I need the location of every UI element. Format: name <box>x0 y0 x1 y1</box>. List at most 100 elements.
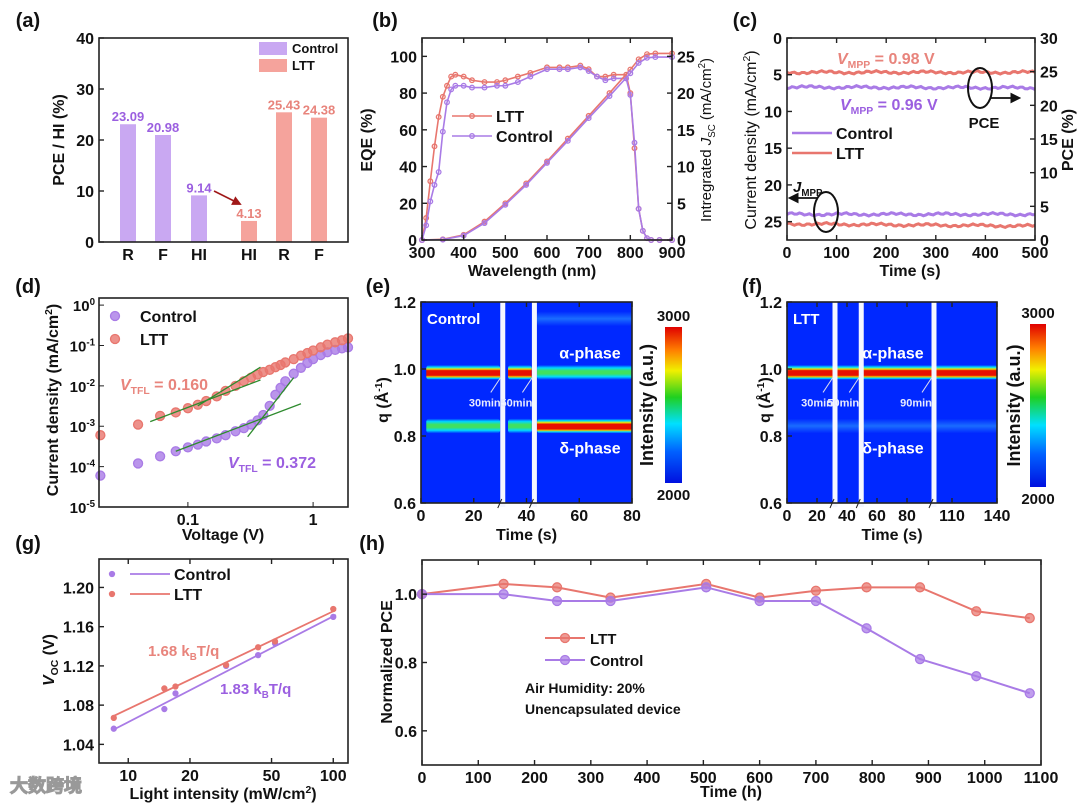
data-point <box>577 64 584 71</box>
series-line-ltt <box>421 582 1030 620</box>
y-axis-label: Current density (mA/cm2) <box>742 50 760 229</box>
y-tick-label: 0.6 <box>394 496 416 513</box>
y-right-tick-label: 15 <box>677 123 695 140</box>
x-tick-label: R <box>122 247 134 264</box>
legend-swatch-control <box>259 42 287 55</box>
slope-ltt-label: 1.68 kBT/q <box>148 643 219 663</box>
legend-swatch-ltt <box>259 59 287 72</box>
y-tick-label: 1.2 <box>394 295 416 312</box>
plot-frame <box>98 297 349 508</box>
y-tick-label: 15 <box>764 141 782 158</box>
heatmap-band <box>537 311 632 327</box>
x-tick-label: 20 <box>181 768 199 785</box>
data-point <box>110 714 117 722</box>
pce-annotation: PCE <box>969 115 1000 132</box>
panel-label: (a) <box>16 10 40 32</box>
data-point <box>498 589 509 600</box>
data-point <box>914 653 926 665</box>
bar-control <box>191 195 207 242</box>
data-point <box>439 93 446 100</box>
heatmap-band <box>426 418 501 434</box>
legend-label: Control <box>836 126 893 143</box>
data-point <box>551 595 563 607</box>
data-point <box>435 169 442 176</box>
legend-marker <box>469 113 475 119</box>
x-tick-label: 500 <box>1022 245 1049 262</box>
data-point <box>523 181 530 188</box>
data-point <box>264 400 275 411</box>
data-point <box>585 68 592 75</box>
y-tick-label: 10 <box>76 184 94 201</box>
series-line-ltt-pce <box>786 69 1036 76</box>
data-point <box>502 82 509 89</box>
heatmap-band <box>537 364 632 380</box>
data-point <box>810 585 822 596</box>
data-point <box>469 77 475 84</box>
device-annotation: Unencapsulated device <box>525 701 681 717</box>
y-tick-label: 1.0 <box>395 587 417 604</box>
x-tick-label: 60 <box>868 508 886 525</box>
heatmap-background <box>421 302 632 503</box>
watermark: 大数跨境 <box>10 775 82 796</box>
delta-phase-label: δ-phase <box>862 441 923 458</box>
heatmap-band <box>836 418 860 434</box>
data-point <box>502 201 509 208</box>
delta-phase-label: δ-phase <box>559 441 620 458</box>
x-axis-label: Voltage (V) <box>182 527 264 544</box>
x-tick-label: 600 <box>534 245 561 262</box>
x-tick-label: 400 <box>634 770 661 787</box>
ellipse-marker <box>813 191 839 233</box>
data-point <box>564 137 571 144</box>
break-time-label: 50min <box>827 398 859 410</box>
x-tick-label: 1100 <box>1024 770 1059 787</box>
x-tick-label: 200 <box>873 245 900 262</box>
colorbar-min-label: 2000 <box>657 487 690 504</box>
x-tick-label: 900 <box>659 245 686 262</box>
data-point <box>427 178 434 185</box>
plot-frame <box>98 558 349 764</box>
x-tick-label: 140 <box>984 508 1011 525</box>
legend-label: Control <box>590 653 643 670</box>
data-point <box>551 582 563 593</box>
x-tick-label: 0 <box>783 245 792 262</box>
heatmap-band <box>508 364 532 380</box>
y-right-tick-label: 15 <box>1040 132 1058 149</box>
x-tick-label: HI <box>191 247 207 264</box>
x-tick-label: 20 <box>465 508 483 525</box>
data-point <box>460 82 467 89</box>
x-axis-label: Time (s) <box>496 527 557 544</box>
data-point <box>423 222 430 229</box>
data-point <box>644 54 650 61</box>
data-point <box>623 75 630 82</box>
y-tick-label: 0.8 <box>395 656 417 673</box>
data-point <box>427 198 434 205</box>
data-point <box>971 606 982 617</box>
data-point <box>498 578 509 590</box>
break-time-label: 30min <box>801 398 833 410</box>
data-point <box>644 51 650 58</box>
data-point <box>161 705 168 713</box>
data-point <box>494 79 500 86</box>
fit-line <box>247 377 295 438</box>
y-tick-label: 1.08 <box>63 698 94 715</box>
data-point <box>95 430 106 441</box>
series-line-control-jmpp <box>786 210 1036 218</box>
y-right-tick-label: 10 <box>1040 166 1058 183</box>
x-tick-label: 0 <box>783 508 792 525</box>
bar-value-label: 9.14 <box>186 180 212 195</box>
data-point <box>469 84 475 91</box>
x-tick-label: 300 <box>922 245 949 262</box>
axis-break <box>531 302 537 507</box>
y-tick-label: 100 <box>73 297 96 315</box>
colorbar-max-label: 3000 <box>657 308 690 325</box>
data-point <box>627 70 634 77</box>
legend-label: Control <box>140 309 197 326</box>
data-point <box>254 644 262 651</box>
bar-control <box>120 124 136 242</box>
x-tick-label: 500 <box>690 770 717 787</box>
data-point <box>172 683 179 690</box>
y-axis-label: EQE (%) <box>359 108 376 171</box>
ellipse-marker <box>967 67 993 109</box>
vmpp-control-label: VMPP = 0.96 V <box>840 97 938 117</box>
y-right-tick-label: 25 <box>677 49 695 66</box>
